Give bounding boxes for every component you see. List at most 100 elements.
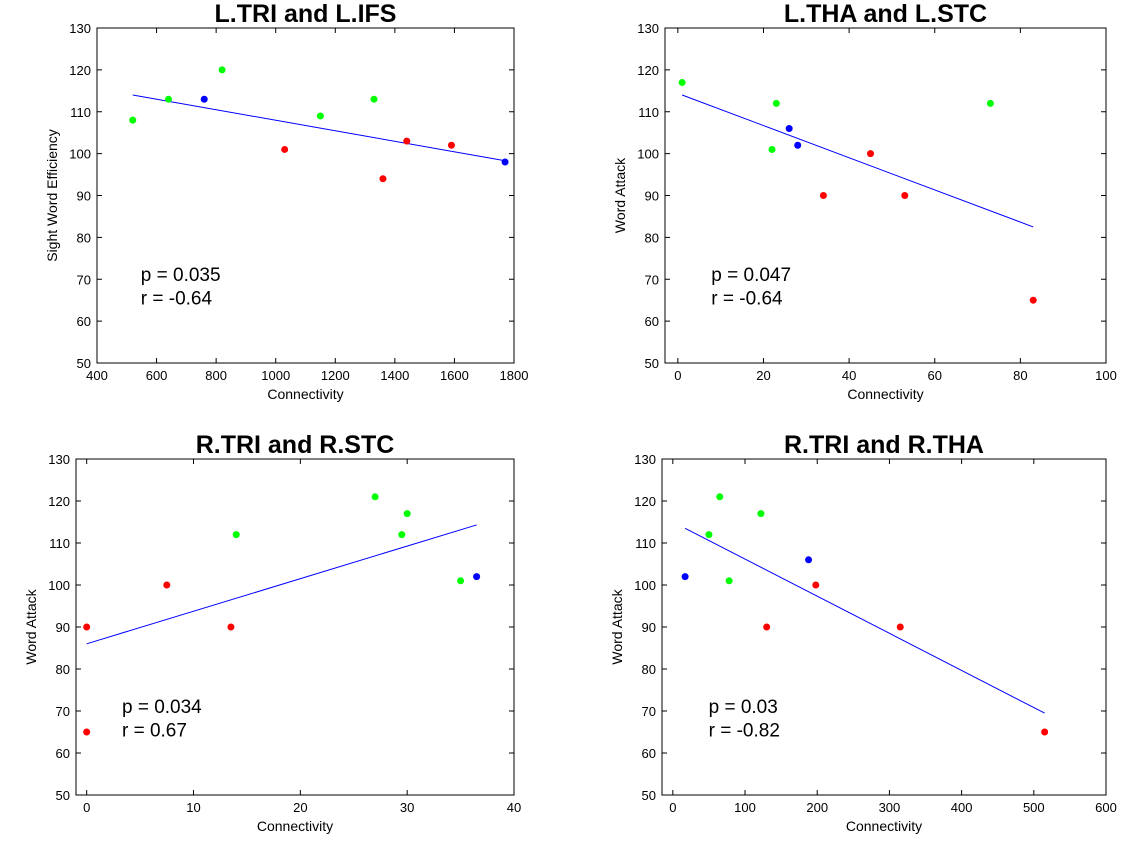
y-tick-label: 60: [77, 314, 91, 329]
data-point: [232, 531, 240, 539]
x-tick-label: 0: [669, 800, 676, 815]
x-tick-label: 1400: [380, 368, 409, 383]
p-value-annotation: p = 0.034: [122, 697, 202, 718]
data-point: [473, 573, 481, 581]
y-tick-label: 60: [642, 746, 656, 761]
y-tick-label: 100: [48, 578, 70, 593]
y-tick-label: 70: [642, 704, 656, 719]
x-tick-label: 20: [293, 800, 307, 815]
y-tick-label: 130: [634, 452, 656, 467]
data-point: [379, 175, 387, 183]
y-tick-label: 120: [634, 494, 656, 509]
x-tick-label: 0: [674, 368, 681, 383]
x-tick-label: 40: [842, 368, 856, 383]
data-point: [785, 125, 793, 132]
data-point: [403, 510, 411, 518]
x-tick-label: 60: [928, 368, 942, 383]
y-tick-label: 120: [69, 63, 91, 78]
y-tick-label: 50: [77, 356, 91, 371]
data-point: [763, 623, 771, 631]
y-tick-label: 80: [56, 662, 70, 677]
chart-title: R.TRI and R.STC: [196, 431, 395, 459]
y-tick-label: 90: [77, 189, 91, 204]
regression-line: [86, 524, 477, 645]
y-tick-label: 50: [642, 788, 656, 803]
x-tick-label: 80: [1013, 368, 1027, 383]
y-tick-label: 130: [637, 21, 659, 36]
data-point: [398, 531, 406, 539]
data-point: [901, 192, 909, 199]
x-tick-label: 100: [734, 800, 756, 815]
data-point: [757, 510, 765, 518]
data-point: [403, 137, 411, 145]
y-tick-label: 120: [637, 63, 659, 78]
y-tick-label: 90: [56, 620, 70, 635]
y-tick-label: 110: [635, 536, 656, 551]
y-tick-label: 100: [69, 147, 91, 162]
y-tick-label: 120: [48, 494, 70, 509]
data-point: [678, 78, 686, 86]
p-value-annotation: p = 0.047: [711, 265, 791, 286]
data-point: [501, 158, 509, 166]
r-value-annotation: r = -0.64: [711, 289, 783, 310]
x-tick-label: 600: [146, 368, 168, 383]
y-axis-label: Word Attack: [612, 157, 628, 233]
regression-line: [132, 94, 506, 162]
x-tick-label: 800: [205, 368, 227, 383]
y-tick-label: 50: [56, 788, 70, 803]
chart-panel-3: 0 10 20 30 40 50 60 70 80 90 100 110 120 130 R.TRI and…: [23, 431, 521, 834]
data-point: [371, 493, 379, 501]
regression-line: [684, 527, 1045, 714]
y-tick-label: 90: [642, 620, 656, 635]
data-point: [218, 66, 226, 74]
x-tick-label: 600: [1095, 800, 1117, 815]
x-tick-label: 500: [1023, 800, 1045, 815]
data-point: [805, 556, 813, 564]
x-tick-label: 100: [1095, 368, 1117, 383]
x-tick-label: 30: [400, 800, 414, 815]
x-tick-label: 1600: [440, 368, 469, 383]
data-point: [370, 95, 378, 103]
axes-box: [96, 27, 515, 364]
x-axis-label: Connectivity: [847, 386, 923, 402]
data-point: [457, 577, 465, 585]
chart-panel-1: 400 600 800 1000 1200 1400 1600 1800 50 60 70 80 90 1…: [44, 0, 528, 402]
r-value-annotation: r = 0.67: [122, 720, 187, 741]
x-axis-label: Connectivity: [846, 818, 922, 834]
chart-title: L.THA and L.STC: [784, 0, 987, 28]
x-axis-label: Connectivity: [257, 818, 333, 834]
x-tick-label: 400: [951, 800, 973, 815]
y-tick-label: 60: [56, 746, 70, 761]
data-point: [129, 116, 137, 124]
y-tick-label: 60: [645, 314, 659, 329]
data-point: [772, 99, 780, 107]
data-point: [200, 95, 208, 103]
data-point: [316, 112, 324, 120]
data-point: [812, 581, 820, 589]
data-point: [281, 145, 289, 153]
x-tick-label: 400: [86, 368, 108, 383]
r-value-annotation: r = -0.64: [141, 289, 213, 310]
data-point: [164, 95, 172, 103]
x-tick-label: 20: [756, 368, 770, 383]
x-tick-label: 40: [507, 800, 521, 815]
y-tick-label: 100: [637, 147, 659, 162]
data-point: [681, 573, 689, 581]
y-tick-label: 80: [642, 662, 656, 677]
x-tick-label: 300: [879, 800, 901, 815]
axes-box: [664, 27, 1107, 364]
data-point: [896, 623, 904, 631]
data-point: [867, 150, 875, 158]
data-point: [1029, 296, 1037, 304]
chart-panel-4: 0 100 200 300 400 500 600 50 60 70 80 90 100 110 120 13…: [609, 431, 1117, 834]
y-axis-label: Word Attack: [609, 588, 625, 664]
x-tick-label: 0: [83, 800, 90, 815]
y-tick-label: 70: [645, 272, 659, 287]
y-tick-label: 80: [645, 230, 659, 245]
y-tick-label: 110: [49, 536, 70, 551]
x-tick-label: 1000: [261, 368, 290, 383]
x-tick-label: 1800: [500, 368, 529, 383]
y-tick-label: 110: [638, 105, 659, 120]
data-point: [227, 623, 235, 631]
y-tick-label: 50: [645, 356, 659, 371]
